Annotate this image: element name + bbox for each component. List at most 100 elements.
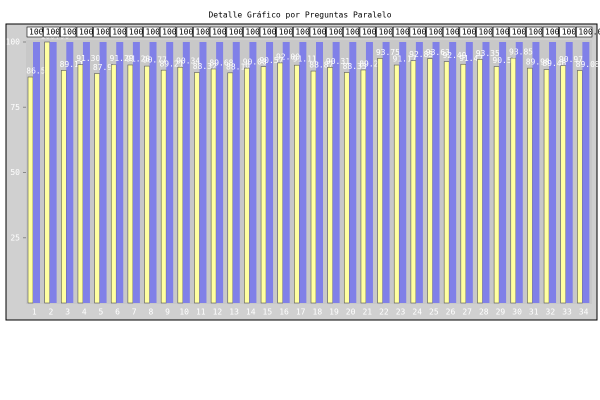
value-label-box xyxy=(76,26,93,38)
bar xyxy=(82,42,90,303)
value-label: 100 xyxy=(462,28,477,37)
value-label: 92.49 xyxy=(442,51,466,60)
value-label: 90.34 xyxy=(176,57,200,66)
value-label-box xyxy=(342,26,360,38)
value-label: 89.98 xyxy=(526,58,550,67)
bar xyxy=(199,42,207,303)
value-label-box xyxy=(93,26,110,38)
bar xyxy=(310,70,317,304)
bar xyxy=(482,42,490,303)
bar xyxy=(343,72,350,304)
value-label-box xyxy=(559,26,576,38)
bar xyxy=(210,68,217,304)
bar xyxy=(110,64,117,304)
x-tick-label: 32 xyxy=(546,308,556,317)
value-label: 100 xyxy=(112,28,127,37)
value-label-box xyxy=(442,26,460,38)
x-tick-label: 20 xyxy=(346,308,356,317)
value-label-box xyxy=(259,26,277,38)
x-tick-label: 29 xyxy=(496,308,506,317)
value-label-box xyxy=(326,26,343,38)
bar xyxy=(443,61,450,304)
bar xyxy=(477,59,483,304)
value-label: 100 xyxy=(146,28,161,37)
x-tick-label: 23 xyxy=(396,308,406,317)
value-label: 89.11 xyxy=(60,60,84,69)
value-label-box xyxy=(509,26,526,38)
value-label: 100.00 xyxy=(578,28,600,37)
bar xyxy=(294,64,300,304)
value-label: 100 xyxy=(195,28,210,37)
bar xyxy=(527,67,533,304)
bar xyxy=(499,42,507,303)
bar xyxy=(216,42,224,303)
value-label: 100 xyxy=(395,28,410,37)
value-label: 100 xyxy=(212,28,227,37)
value-label: 100 xyxy=(379,28,394,37)
bar xyxy=(549,42,557,303)
bar xyxy=(194,72,200,304)
bar xyxy=(460,63,467,304)
x-tick-label: 4 xyxy=(82,308,87,317)
value-label: 89.21 xyxy=(159,60,183,69)
x-tick-label: 30 xyxy=(512,308,522,317)
value-label: 100 xyxy=(478,28,493,37)
bar xyxy=(349,42,357,303)
value-label-box xyxy=(159,26,177,38)
x-tick-label: 8 xyxy=(148,308,153,317)
value-label: 90.77 xyxy=(143,56,167,65)
x-tick-label: 27 xyxy=(462,308,472,317)
value-label: 88.32 xyxy=(193,62,217,71)
x-tick-label: 11 xyxy=(196,308,206,317)
value-label: 100 xyxy=(179,28,194,37)
value-label-box xyxy=(392,26,410,38)
bar xyxy=(410,60,417,304)
bar xyxy=(232,42,240,303)
value-label: 86.59 xyxy=(26,67,50,76)
x-tick-label: 15 xyxy=(263,308,273,317)
bar xyxy=(60,70,67,304)
value-label: 91.47 xyxy=(459,54,483,63)
y-tick-label: 50 xyxy=(10,168,20,177)
x-tick-label: 9 xyxy=(165,308,170,317)
bar xyxy=(277,62,284,304)
bar xyxy=(415,42,423,303)
x-tick-label: 10 xyxy=(179,308,189,317)
value-label-box xyxy=(26,26,43,38)
x-tick-label: 3 xyxy=(65,308,70,317)
value-label: 90.97 xyxy=(559,55,583,64)
value-label: 88.87 xyxy=(309,61,333,70)
x-tick-label: 13 xyxy=(229,308,239,317)
value-label: 89.29 xyxy=(359,59,383,68)
value-label: 100 xyxy=(495,28,510,37)
x-tick-label: 22 xyxy=(379,308,389,317)
bar xyxy=(327,66,333,304)
bar xyxy=(465,42,473,303)
y-tick-label: 25 xyxy=(10,233,20,242)
y-tick-label: 100 xyxy=(6,38,21,47)
bar xyxy=(149,42,157,303)
x-tick-label: 1 xyxy=(32,308,37,317)
value-label-box xyxy=(426,26,443,38)
value-label: 100 xyxy=(329,28,344,37)
bar xyxy=(249,42,257,303)
value-label: 91.17 xyxy=(393,55,417,64)
bar xyxy=(127,64,134,304)
bar xyxy=(393,64,400,304)
bar xyxy=(49,42,57,303)
value-label: 100 xyxy=(245,28,260,37)
value-label: 90.57 xyxy=(259,56,283,65)
value-label-box xyxy=(193,26,210,38)
bar xyxy=(399,42,407,303)
bar xyxy=(449,42,457,303)
bar xyxy=(332,42,340,303)
value-label-box xyxy=(243,26,260,38)
value-label-box xyxy=(176,26,193,38)
value-label: 90.58 xyxy=(492,56,516,65)
bar xyxy=(160,69,167,304)
value-label-box xyxy=(476,26,493,38)
value-label: 88.19 xyxy=(226,62,250,71)
x-tick-label: 24 xyxy=(412,308,422,317)
value-label: 100 xyxy=(262,28,277,37)
bar xyxy=(299,42,307,303)
